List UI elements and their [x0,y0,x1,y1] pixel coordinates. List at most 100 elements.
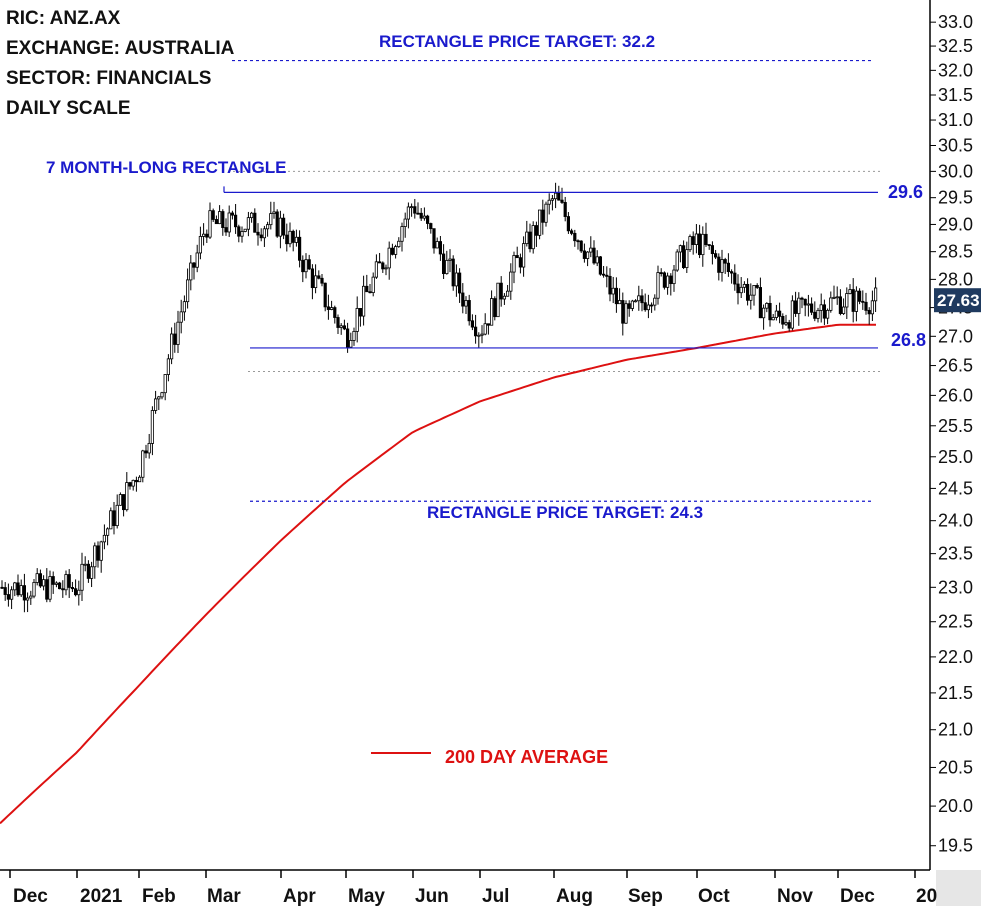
candle [473,314,478,344]
candle [794,291,798,317]
candle [669,273,673,296]
candle [112,501,116,535]
candle [310,264,315,300]
candle [867,307,871,325]
candle [541,199,545,235]
candle [358,308,363,327]
candle [176,310,180,353]
candle [233,204,238,234]
candle [701,226,705,267]
candle [22,573,27,613]
candle [397,237,401,248]
candle [774,304,779,321]
candle [0,580,4,590]
candle [67,569,71,598]
guides-layer [228,170,880,372]
candle [374,254,379,279]
candle [262,225,267,247]
upper-boundary-label: 29.6 [888,182,923,202]
candle [758,277,763,319]
candle [797,292,801,326]
x-tick-label: Mar [207,886,241,906]
candle [688,234,692,252]
y-axis: 19.5 20.0 20.5 21.0 21.5 22.0 22.5 23.0 23.5 24.0… [929,0,973,870]
candle [128,481,132,490]
candle [80,552,84,602]
candle [602,266,606,278]
ric-label: RIC: ANZ.AX [6,8,121,29]
candle [640,289,644,312]
rectangle-label: 7 MONTH-LONG RECTANGLE [46,158,287,177]
candle [675,249,679,272]
candle [461,283,465,314]
candle [333,305,337,324]
candle [563,196,567,222]
candle [714,249,718,260]
candle [93,542,97,579]
target-label-upper: RECTANGLE PRICE TARGET: 32.2 [379,32,655,51]
candle [25,592,30,613]
x-tick-label: Apr [283,886,316,906]
candle [678,244,683,263]
candle [144,444,148,459]
candle [361,275,366,326]
candle [122,494,126,517]
y-tick-label: 25.5 [938,416,973,436]
candle [454,264,459,297]
candle [819,293,823,323]
candle [730,269,734,284]
candle [755,283,759,290]
candle [739,277,743,299]
candle [169,327,174,365]
candle [413,198,417,219]
candle [723,257,727,274]
y-tick-label: 21.0 [938,720,973,740]
last-price-badge: 27.63 [934,288,981,313]
candle [646,294,651,319]
candle [874,277,878,312]
candle [291,229,295,252]
candle [163,374,167,401]
candle [201,223,206,246]
candle [790,295,795,331]
candle [534,221,539,247]
candle [621,292,625,336]
candle [838,289,843,316]
y-tick-label: 27.0 [938,326,973,346]
candle [784,314,788,326]
candle [659,268,663,277]
candle [240,226,244,243]
candle [726,253,731,277]
x-tick-label: Feb [142,886,176,906]
candle [560,187,564,204]
candle [477,332,481,348]
ma-legend-label: 200 DAY AVERAGE [445,747,608,767]
candle [406,202,411,229]
y-tick-label: 20.0 [938,796,973,816]
candle [208,202,212,240]
x-tick-label: Jul [482,886,509,906]
y-tick-label: 32.0 [938,60,973,80]
y-tick-label: 26.5 [938,356,973,376]
candle [870,290,875,322]
y-tick-label: 28.5 [938,242,973,262]
candle [269,201,273,230]
candle [457,268,462,303]
candle [182,295,186,321]
candle [432,228,436,254]
candle [502,293,507,305]
candle [150,406,154,456]
candle [387,241,391,280]
candle [803,298,807,317]
candle [570,228,574,236]
candle [816,307,820,323]
x-tick-label: Aug [556,886,593,906]
candle [90,561,94,588]
candle [137,475,142,483]
y-tick-label: 26.0 [938,385,973,405]
candle [608,268,612,302]
candle [227,205,231,237]
candle [173,322,177,353]
candle [698,224,702,259]
